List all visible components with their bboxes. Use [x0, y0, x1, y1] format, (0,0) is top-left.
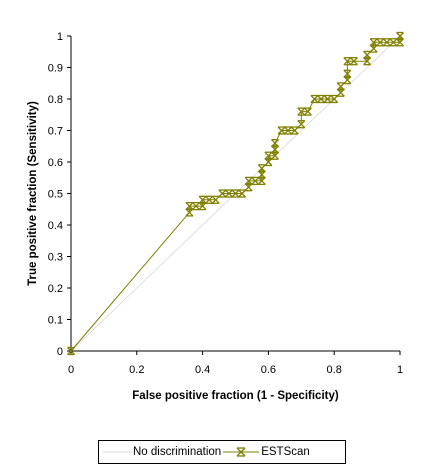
data-point-estscan — [198, 195, 207, 204]
legend: No discrimination ESTScan — [98, 440, 346, 464]
data-point-estscan — [343, 69, 352, 78]
data-point-estscan — [257, 164, 266, 173]
x-tick-label: 0.8 — [327, 364, 342, 376]
data-point-estscan — [382, 38, 391, 47]
data-point-estscan — [297, 107, 306, 116]
data-point-estscan — [336, 82, 345, 91]
y-tick-label: 0.9 — [48, 63, 63, 75]
y-tick-label: 0.4 — [48, 220, 63, 232]
data-point-estscan — [251, 176, 260, 186]
data-point-estscan — [67, 346, 75, 356]
y-tick-label: 1 — [57, 31, 63, 43]
x-tick-label: 1 — [397, 364, 403, 376]
data-point-estscan — [205, 195, 214, 204]
data-point-estscan — [396, 31, 404, 41]
legend-item-estscan: ESTScan — [221, 445, 310, 459]
y-axis-title: True positive fraction (Sensitivity) — [27, 101, 39, 286]
legend-label-no-discrimination: No discrimination — [133, 446, 222, 458]
data-point-estscan — [330, 94, 339, 104]
data-point-estscan — [290, 126, 299, 135]
x-tick-label: 0.4 — [195, 364, 210, 376]
y-tick-label: 0.2 — [48, 283, 63, 295]
y-tick-label: 0.3 — [48, 252, 63, 264]
legend-marker-estscan — [236, 447, 246, 457]
y-tick-label: 0.5 — [48, 189, 63, 201]
data-point-estscan — [238, 189, 247, 198]
data-point-estscan — [192, 201, 200, 211]
data-point-estscan — [376, 38, 385, 47]
x-tick-label: 0.6 — [261, 364, 276, 376]
tick-labels: 0 0.1 0.2 0.3 0.4 0.5 0.6 0.7 0.8 0.9 1 0 0.2 0.4 0.6 0… — [48, 31, 403, 376]
data-point-estscan — [303, 107, 312, 116]
y-tick-label: 0 — [57, 346, 63, 358]
data-point-estscan — [244, 176, 253, 186]
data-point-estscan — [211, 195, 220, 204]
legend-label-estscan: ESTScan — [261, 446, 310, 458]
y-tick-label: 0.1 — [48, 315, 63, 327]
data-point-estscan — [224, 189, 233, 198]
data-point-estscan — [323, 94, 332, 104]
legend-item-no-discrimination: No discrimination — [99, 446, 221, 458]
data-point-estscan — [271, 138, 279, 148]
x-tick-label: 0 — [68, 364, 74, 376]
data-point-estscan — [284, 126, 293, 135]
legend-swatch-estscan — [223, 447, 260, 457]
data-point-estscan — [277, 126, 286, 135]
series-layer — [67, 31, 404, 356]
data-point-estscan — [297, 120, 306, 129]
legend-swatch-no-discrimination — [103, 451, 133, 453]
data-point-estscan — [317, 94, 325, 104]
x-tick-label: 0.2 — [129, 364, 144, 376]
data-point-estscan — [264, 151, 273, 160]
data-point-estscan — [369, 38, 378, 47]
data-point-estscan — [310, 94, 319, 104]
y-tick-label: 0.6 — [48, 157, 63, 169]
y-tick-label: 0.8 — [48, 94, 63, 106]
x-axis-title: False positive fraction (1 - Specificity… — [132, 390, 339, 402]
data-point-estscan — [349, 57, 358, 66]
y-tick-label: 0.7 — [48, 126, 63, 138]
data-point-estscan — [218, 189, 227, 198]
data-point-estscan — [389, 38, 398, 47]
data-point-estscan — [363, 50, 372, 60]
data-point-estscan — [231, 189, 240, 198]
data-point-estscan — [185, 201, 194, 211]
data-point-estscan — [343, 57, 352, 66]
